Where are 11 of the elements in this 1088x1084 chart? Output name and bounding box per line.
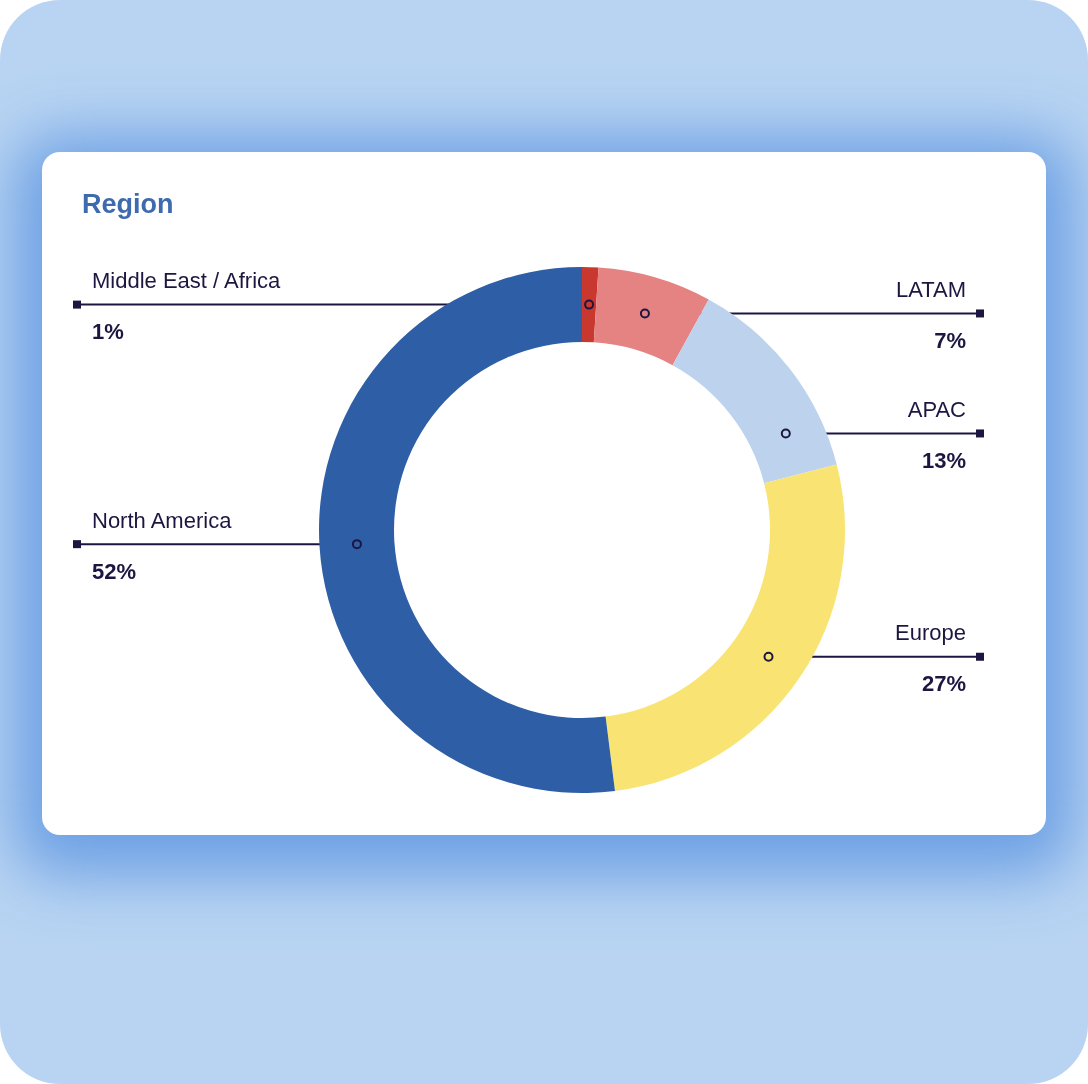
slice-label: LATAM (895, 276, 966, 302)
slice-label: Europe (895, 620, 966, 646)
slice-label: APAC (907, 396, 967, 422)
data-label: 1% (92, 319, 124, 345)
data-label: 52% (92, 558, 137, 584)
chart-title: Region (82, 188, 174, 219)
data-label: 13% (921, 447, 966, 473)
slice-label: North America (92, 507, 233, 533)
slice-label: Middle East / Africa (92, 268, 282, 294)
data-label: 27% (921, 671, 966, 697)
data-label: 7% (934, 327, 966, 353)
